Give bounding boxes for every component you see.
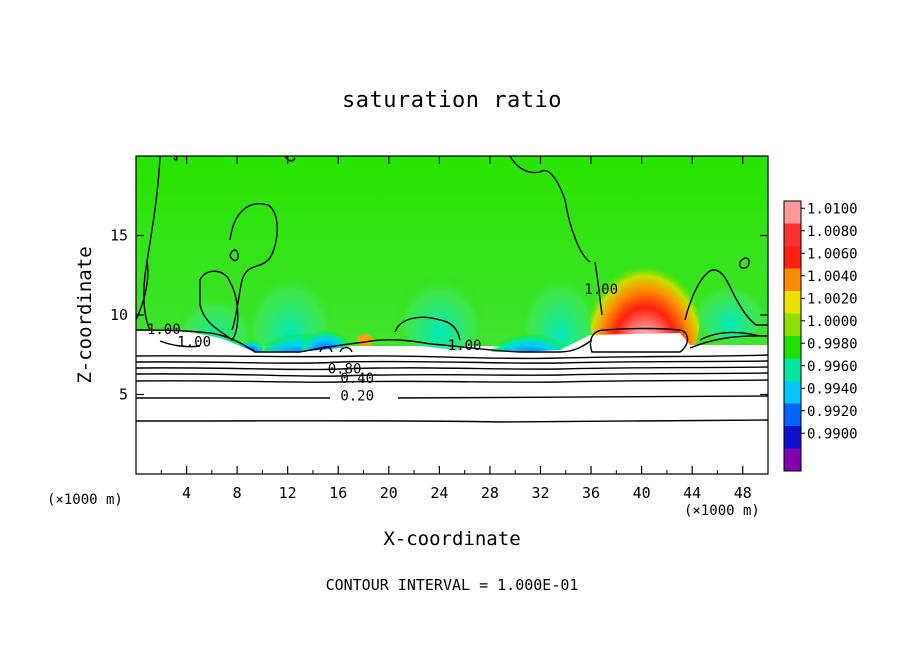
contour-line — [229, 203, 278, 331]
contour-line — [199, 270, 239, 341]
contour-line — [136, 379, 768, 383]
x-tick-label: 40 — [633, 484, 651, 502]
colorbar-label: 0.9980 — [807, 336, 858, 352]
contour-label: 0.80 — [328, 362, 362, 378]
contour-lines — [136, 156, 768, 423]
colorbar-label: 1.0000 — [807, 314, 858, 330]
colorbar-swatch — [784, 336, 801, 359]
contour-line — [159, 340, 201, 348]
colorbar-label: 0.9940 — [807, 381, 858, 397]
contour-line — [699, 331, 761, 341]
contour-line — [143, 156, 161, 331]
colorbar: 1.0100 1.0080 1.0060 1.0040 1.0020 1.0000 0.99… — [783, 200, 858, 472]
contour-label: 1.00 — [584, 282, 618, 298]
x-tick-label: 12 — [279, 484, 297, 502]
contour-label: 1.00 — [448, 338, 482, 354]
y-axis-label: Z-coordinate — [74, 246, 96, 384]
x-axis-ticks: 4 8 12 16 20 24 28 32 36 40 44 48 — [160, 156, 752, 502]
contour-label: 0.40 — [340, 371, 374, 387]
contour-line — [509, 156, 591, 263]
y-tick-label: 10 — [110, 306, 128, 324]
x-tick-label: 20 — [380, 484, 398, 502]
contour-line — [136, 354, 768, 360]
y-axis-ticks: 5 10 15 — [110, 227, 768, 404]
contour-line — [136, 366, 768, 371]
colorbar-swatch — [784, 403, 801, 427]
colorbar-swatch — [784, 448, 801, 472]
y-tick-label: 5 — [119, 386, 128, 404]
x-unit-left: (×1000 m) — [47, 492, 123, 508]
x-tick-label: 4 — [182, 484, 191, 502]
colorbar-label: 0.9960 — [807, 359, 858, 375]
colorbar-swatch — [784, 223, 801, 247]
contour-labels: 1.001.000.800.400.201.001.00 — [147, 282, 618, 405]
colorbar-swatch — [784, 246, 801, 269]
contour-interval-note: CONTOUR INTERVAL = 1.000E-01 — [325, 576, 579, 594]
contour-line — [684, 269, 768, 326]
x-tick-label: 24 — [430, 484, 448, 502]
contour-label: 1.00 — [147, 322, 181, 338]
x-tick-label: 8 — [233, 484, 242, 502]
contour-line — [319, 346, 353, 353]
plot-field — [136, 156, 768, 474]
contour-label: 0.20 — [340, 389, 374, 405]
colorbar-swatch — [784, 201, 801, 224]
contour-line — [738, 257, 750, 269]
x-axis-label: X-coordinate — [383, 528, 521, 550]
colorbar-label: 1.0020 — [807, 291, 858, 307]
x-unit-right: (×1000 m) — [684, 503, 760, 519]
colorbar-label: 1.0060 — [807, 246, 858, 262]
field-patch — [690, 260, 768, 340]
contour-line — [136, 419, 768, 423]
colorbar-swatch — [784, 426, 801, 449]
colorbar-swatch — [784, 268, 801, 292]
colorbar-label: 1.0100 — [807, 201, 858, 217]
field-patch — [395, 245, 485, 355]
colorbar-frame — [783, 200, 802, 472]
x-tick-label: 16 — [329, 484, 347, 502]
contour-line — [589, 327, 689, 353]
colorbar-swatch — [784, 313, 801, 337]
y-tick-label: 15 — [110, 227, 128, 245]
chart-title: saturation ratio — [342, 88, 562, 113]
contour-line — [136, 395, 768, 399]
x-tick-label: 28 — [481, 484, 499, 502]
colorbar-swatch — [784, 358, 801, 382]
field-spot — [357, 334, 373, 346]
contour-line — [136, 329, 593, 353]
contour-line — [394, 316, 461, 341]
x-tick-label: 32 — [531, 484, 549, 502]
colorbar-label: 1.0080 — [807, 224, 858, 240]
colorbar-swatch — [784, 291, 801, 314]
x-tick-label: 48 — [734, 484, 752, 502]
contour-line — [173, 156, 296, 162]
contour-line — [136, 372, 768, 377]
contour-line — [594, 261, 603, 316]
contour-line — [229, 249, 239, 262]
contour-label: 1.00 — [177, 335, 211, 351]
colorbar-label: 0.9920 — [807, 404, 858, 420]
x-tick-label: 36 — [582, 484, 600, 502]
colorbar-label: 0.9900 — [807, 426, 858, 442]
colorbar-swatch — [784, 381, 801, 404]
field-subsaturated-region — [136, 330, 768, 474]
colorbar-label: 1.0040 — [807, 269, 858, 285]
contour-line — [136, 360, 768, 364]
x-tick-label: 44 — [683, 484, 701, 502]
